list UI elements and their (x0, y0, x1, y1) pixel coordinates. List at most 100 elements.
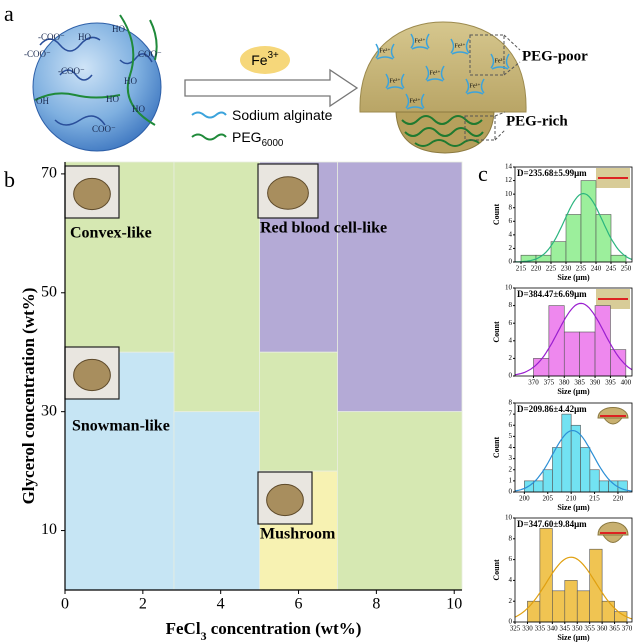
x-tick-label: 6 (295, 596, 303, 613)
figure: abc-COO⁻-COO⁻-COO⁻COO⁻COO⁻HOHOHOOHHOHOFe… (0, 0, 637, 644)
x-tick-label: 390 (590, 379, 601, 387)
y-tick-label: 6 (509, 555, 513, 563)
x-tick-label: 400 (621, 379, 632, 387)
thumbnail-object (267, 484, 304, 515)
sphere-label: COO⁻ (138, 49, 162, 59)
y-tick-label: 12 (505, 176, 513, 184)
x-axis-label: Size (μm) (557, 633, 590, 642)
legend-text-part: 6000 (262, 138, 284, 149)
histogram-bar (566, 215, 581, 263)
legend-line-peg (192, 135, 226, 140)
x-tick-label: 325 (510, 625, 521, 633)
y-tick-label: 6 (509, 319, 513, 327)
y-tick-label: 4 (509, 576, 513, 584)
x-tick-label: 375 (544, 379, 555, 387)
y-tick-label: 10 (505, 190, 513, 198)
histogram-title: D=347.60±9.84μm (517, 519, 587, 529)
phase-region (174, 162, 260, 412)
x-tick-label: 240 (591, 265, 602, 273)
x-tick-label: 360 (597, 625, 608, 633)
histogram-bar (611, 255, 626, 262)
sphere-label: HO (132, 104, 145, 114)
legend-text-part: PEG (232, 129, 262, 145)
x-axis-label: Size (μm) (557, 273, 590, 282)
y-axis-label: Glycerol concentration (wt%) (19, 288, 38, 505)
x-tick-label: 350 (572, 625, 583, 633)
cap-ion-label: Fe³⁺ (415, 37, 426, 44)
histogram-bar (562, 414, 571, 492)
histogram-bar (543, 470, 552, 492)
sphere-label: HO (112, 24, 125, 34)
y-tick-label: 8 (509, 301, 513, 309)
sphere-label: -COO⁻ (58, 66, 85, 76)
x-tick-label: 8 (372, 596, 380, 613)
histogram-bar (527, 601, 539, 622)
x-axis-label: Size (μm) (557, 387, 590, 396)
y-tick-label: 10 (505, 514, 513, 522)
legend-line-alginate (192, 113, 226, 118)
cap-ion-label: Fe³⁺ (455, 42, 466, 49)
histogram-title: D=209.86±4.42μm (517, 404, 587, 414)
histogram-title: D=235.68±5.99μm (517, 168, 587, 178)
y-tick-label: 8 (509, 534, 513, 542)
histogram-bar (564, 332, 579, 376)
y-tick-label: 4 (509, 230, 513, 238)
y-tick-label: 0 (509, 488, 513, 496)
y-axis-label: Count (492, 321, 501, 343)
thumbnail-object (74, 359, 111, 390)
y-tick-label: 2 (509, 244, 513, 252)
histogram-bar (552, 591, 564, 622)
histogram-bar (565, 580, 577, 622)
x-tick-label: 235 (576, 265, 587, 273)
y-tick-label: 50 (41, 283, 57, 300)
sphere-label: OH (36, 96, 49, 106)
histogram-bar (590, 470, 599, 492)
legend-text-part: Sodium alginate (232, 107, 333, 123)
y-tick-label: 8 (509, 203, 513, 211)
y-tick-label: 70 (41, 165, 57, 182)
x-tick-label: 335 (535, 625, 546, 633)
x-tick-label: 380 (559, 379, 570, 387)
y-axis-label: Count (492, 559, 501, 581)
cap-ion-label: Fe³⁺ (410, 97, 421, 104)
x-tick-label: 10 (446, 596, 462, 613)
x-tick-label: 205 (543, 495, 554, 503)
cap-ion-label: Fe³⁺ (430, 69, 441, 76)
y-tick-label: 0 (509, 372, 513, 380)
x-tick-label: 225 (546, 265, 557, 273)
callout-label: PEG-rich (506, 113, 568, 129)
sphere-label: -COO⁻ (24, 49, 51, 59)
y-axis-label: Count (492, 436, 501, 458)
histogram-title: D=384.47±6.69μm (517, 289, 587, 299)
histogram-bar (577, 591, 589, 622)
y-tick-label: 1 (509, 476, 513, 484)
cap-ion-label: Fe³⁺ (390, 77, 401, 84)
y-tick-label: 8 (509, 399, 513, 407)
x-tick-label: 355 (584, 625, 595, 633)
phase-region (337, 162, 462, 412)
x-tick-label: 0 (61, 596, 69, 613)
phase-label: Red blood cell-like (260, 220, 387, 237)
y-tick-label: 3 (509, 454, 513, 462)
y-tick-label: 4 (509, 336, 513, 344)
x-tick-label: 200 (519, 495, 530, 503)
x-tick-label: 395 (605, 379, 616, 387)
ion-label-part: 3+ (268, 50, 279, 61)
sphere-label: HO (124, 76, 137, 86)
y-tick-label: 4 (509, 443, 513, 451)
histogram-bar (590, 549, 602, 622)
x-tick-label: 220 (613, 495, 624, 503)
y-tick-label: 30 (41, 402, 57, 419)
histogram-bar (581, 181, 596, 262)
panel-label: b (4, 167, 15, 192)
histogram-bar (552, 448, 561, 493)
x-tick-label: 345 (560, 625, 571, 633)
x-tick-label: 215 (516, 265, 527, 273)
x-tick-label: 2 (139, 596, 147, 613)
y-tick-label: 10 (505, 284, 513, 292)
x-tick-label: 245 (606, 265, 617, 273)
histogram-bar (599, 481, 608, 492)
cap-ion-label: Fe³⁺ (380, 47, 391, 54)
x-axis-label: Size (μm) (557, 503, 590, 512)
callout-label: PEG-poor (522, 48, 588, 64)
